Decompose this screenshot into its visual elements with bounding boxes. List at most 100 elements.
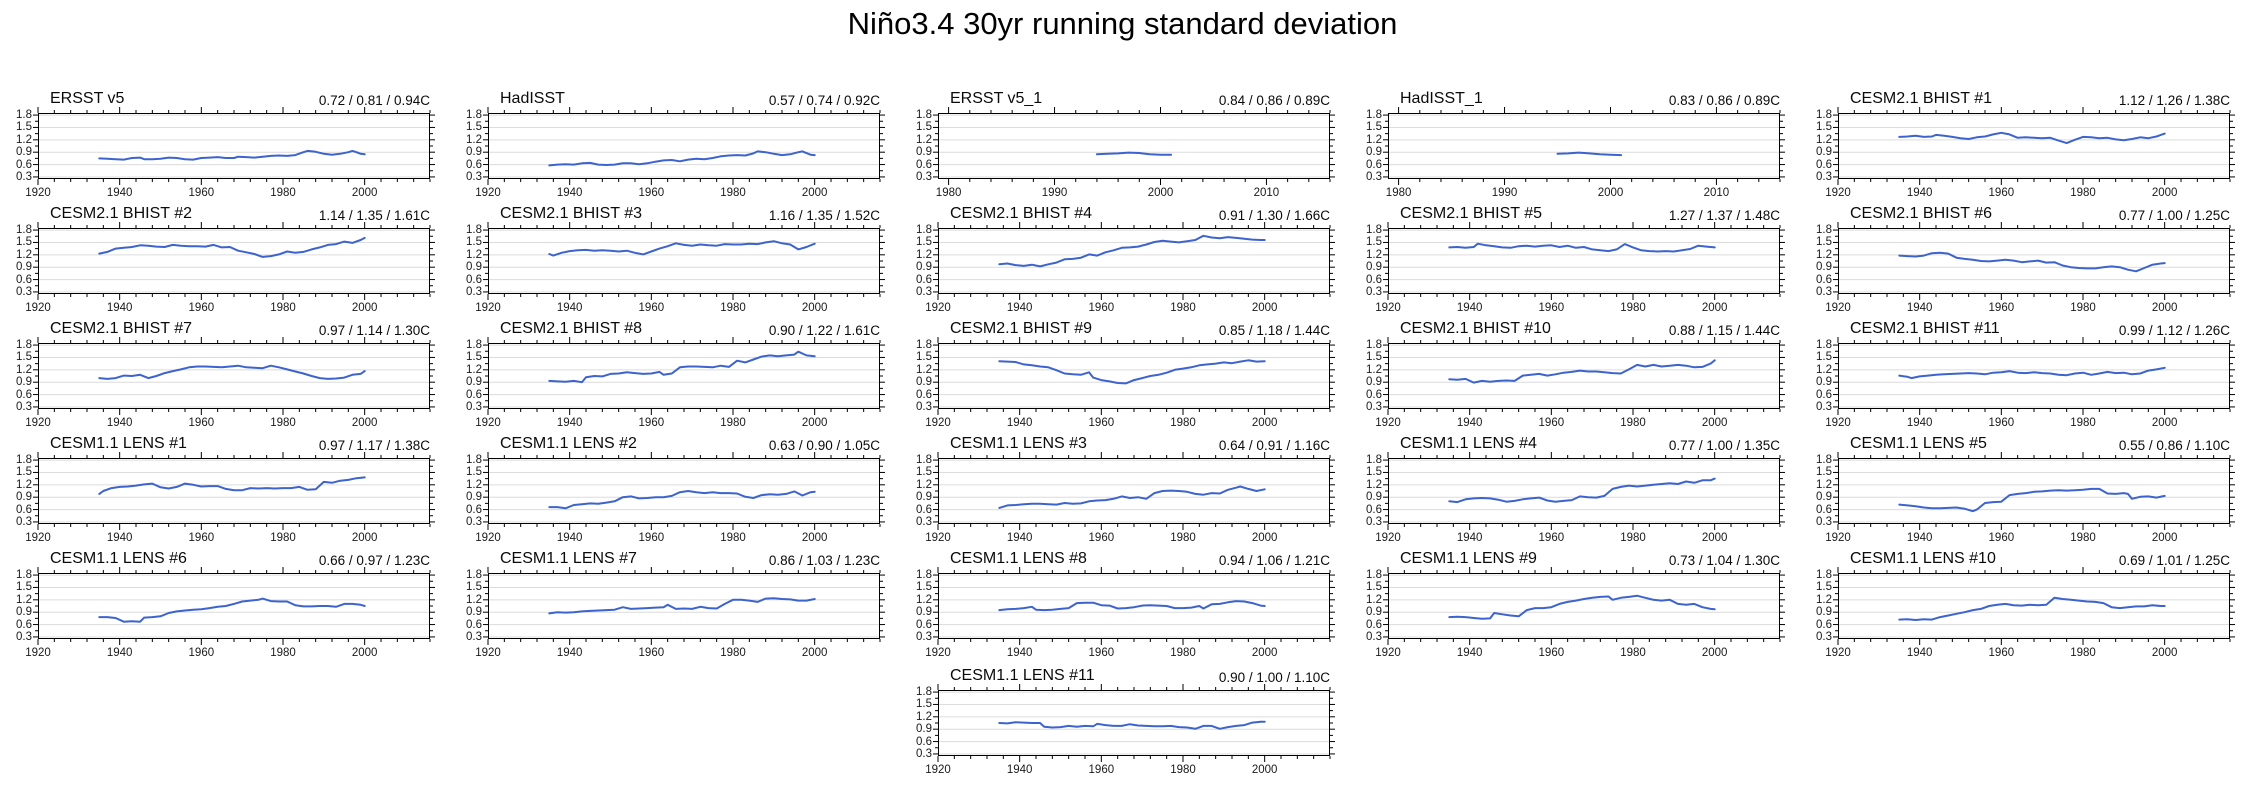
- x-tick-label: 1940: [1456, 647, 1483, 659]
- x-tick-label: 1980: [1170, 417, 1196, 429]
- panel-stats-min-mean-max: 0.57 / 0.74 / 0.92C: [768, 93, 880, 108]
- tick-marks: [483, 337, 885, 415]
- y-tick-label: 0.9: [1816, 491, 1832, 504]
- x-tick-label: 2000: [801, 302, 828, 314]
- y-tick-label: 0.6: [1366, 618, 1382, 631]
- panel-title: CESM1.1 LENS #8: [950, 550, 1087, 567]
- x-tick-label: 1920: [925, 532, 951, 544]
- y-tick-label: 1.2: [1366, 248, 1382, 261]
- y-tick-label: 0.3: [916, 400, 932, 413]
- panel-stats-min-mean-max: 0.64 / 0.91 / 1.16C: [1218, 438, 1330, 453]
- x-tick-label: 1960: [1988, 187, 2015, 199]
- y-tick-label: 0.3: [1816, 630, 1832, 643]
- y-tick-label: 0.9: [1366, 261, 1382, 274]
- y-tick-label: 1.2: [466, 363, 482, 376]
- panel-title: CESM1.1 LENS #4: [1400, 435, 1537, 452]
- chart-panel: HadISST 0.57 / 0.74 / 0.92C 0.3 0.6 0.9 1.2 1.…: [450, 75, 900, 199]
- y-tick-label: 1.8: [16, 569, 32, 582]
- y-tick-label: 1.2: [916, 133, 932, 146]
- y-tick-label: 1.5: [916, 698, 932, 711]
- tick-marks: [1383, 452, 1785, 530]
- y-tick-label: 1.8: [916, 109, 932, 122]
- x-tick-label: 1940: [556, 647, 583, 659]
- y-tick-label: 0.9: [916, 261, 932, 274]
- chart-panel: ERSST v5 0.72 / 0.81 / 0.94C 0.3 0.6 0.9 1.2 1…: [0, 75, 450, 199]
- data-line: [1898, 251, 2166, 273]
- panel-stats-min-mean-max: 1.16 / 1.35 / 1.52C: [768, 208, 880, 223]
- x-tick-label: 2000: [801, 647, 828, 659]
- x-tick-label: 1940: [556, 187, 583, 199]
- x-tick-label: 1920: [475, 647, 501, 659]
- y-tick-label: 1.5: [16, 236, 32, 249]
- x-tick-label: 1920: [25, 647, 51, 659]
- x-tick-label: 2000: [1147, 187, 1174, 199]
- x-tick-label: 1940: [1456, 532, 1483, 544]
- panel-stats-min-mean-max: 0.86 / 1.03 / 1.23C: [768, 553, 880, 568]
- chart-panel: CESM2.1 BHIST #4 0.91 / 1.30 / 1.66C 0.3 0.…: [900, 190, 1350, 314]
- panel-stats-min-mean-max: 0.88 / 1.15 / 1.44C: [1668, 323, 1780, 338]
- panel-title: CESM2.1 BHIST #11: [1850, 320, 2000, 337]
- plot-area: [1383, 107, 1785, 185]
- y-tick-label: 1.8: [466, 109, 482, 122]
- chart-panel: CESM1.1 LENS #1 0.97 / 1.17 / 1.38C 0.3 0.6…: [0, 420, 450, 544]
- y-tick-label: 1.2: [916, 593, 932, 606]
- y-tick-label: 0.6: [916, 273, 932, 286]
- y-tick-label: 1.8: [1366, 109, 1382, 122]
- data-line: [98, 597, 366, 623]
- y-tick-label: 1.2: [916, 478, 932, 491]
- x-tick-label: 1940: [106, 302, 133, 314]
- y-tick-label: 0.6: [466, 158, 482, 171]
- y-tick-label: 0.3: [1366, 515, 1382, 528]
- x-tick-label: 1920: [475, 532, 501, 544]
- x-tick-label: 1960: [188, 302, 215, 314]
- panel-stats-min-mean-max: 0.72 / 0.81 / 0.94C: [318, 93, 430, 108]
- x-tick-label: 1960: [1988, 532, 2015, 544]
- x-tick-label: 1980: [270, 417, 296, 429]
- y-tick-label: 1.8: [1816, 224, 1832, 237]
- plot-frame: [1838, 458, 2230, 524]
- y-tick-label: 0.6: [1366, 158, 1382, 171]
- x-tick-label: 2000: [1251, 647, 1278, 659]
- x-tick-label: 1920: [1825, 532, 1851, 544]
- tick-marks: [33, 107, 435, 185]
- plot-area: [33, 452, 435, 530]
- plot-frame: [1838, 343, 2230, 409]
- y-tick-label: 1.8: [1366, 454, 1382, 467]
- y-tick-label: 1.8: [1816, 454, 1832, 467]
- y-tick-label: 0.9: [1816, 376, 1832, 389]
- x-tick-label: 1980: [1170, 302, 1196, 314]
- y-tick-label: 1.5: [466, 351, 482, 364]
- panel-stats-min-mean-max: 0.99 / 1.12 / 1.26C: [2118, 323, 2230, 338]
- y-tick-label: 0.3: [16, 515, 32, 528]
- plot-area: [1833, 222, 2235, 300]
- y-tick-label: 1.8: [16, 454, 32, 467]
- y-tick-label: 1.5: [16, 351, 32, 364]
- x-tick-label: 2000: [351, 187, 378, 199]
- panel-stats-min-mean-max: 0.90 / 1.22 / 1.61C: [768, 323, 880, 338]
- y-tick-label: 1.8: [1816, 569, 1832, 582]
- chart-panel: CESM2.1 BHIST #6 0.77 / 1.00 / 1.25C 0.3 0.…: [1800, 190, 2245, 314]
- data-line: [1448, 477, 1716, 504]
- plot-area: [483, 567, 885, 645]
- y-tick-label: 0.3: [1816, 285, 1832, 298]
- panel-title: HadISST_1: [1400, 90, 1483, 107]
- y-tick-label: 1.5: [916, 351, 932, 364]
- x-tick-label: 1920: [925, 647, 951, 659]
- x-tick-label: 1980: [2070, 302, 2096, 314]
- y-tick-label: 1.5: [466, 121, 482, 134]
- plot-area: [933, 222, 1335, 300]
- chart-panel: CESM2.1 BHIST #10 0.88 / 1.15 / 1.44C 0.3 0…: [1350, 305, 1800, 429]
- x-tick-label: 1980: [720, 647, 746, 659]
- y-tick-label: 0.9: [466, 376, 482, 389]
- y-tick-label: 1.2: [1816, 478, 1832, 491]
- tick-marks: [483, 107, 885, 185]
- y-tick-label: 0.9: [1816, 606, 1832, 619]
- y-tick-label: 0.6: [466, 388, 482, 401]
- plot-frame: [38, 228, 430, 294]
- x-tick-label: 1960: [1988, 417, 2015, 429]
- x-tick-label: 1960: [1088, 532, 1115, 544]
- y-tick-label: 1.8: [916, 454, 932, 467]
- x-tick-label: 1980: [1170, 764, 1196, 776]
- x-tick-label: 1980: [720, 532, 746, 544]
